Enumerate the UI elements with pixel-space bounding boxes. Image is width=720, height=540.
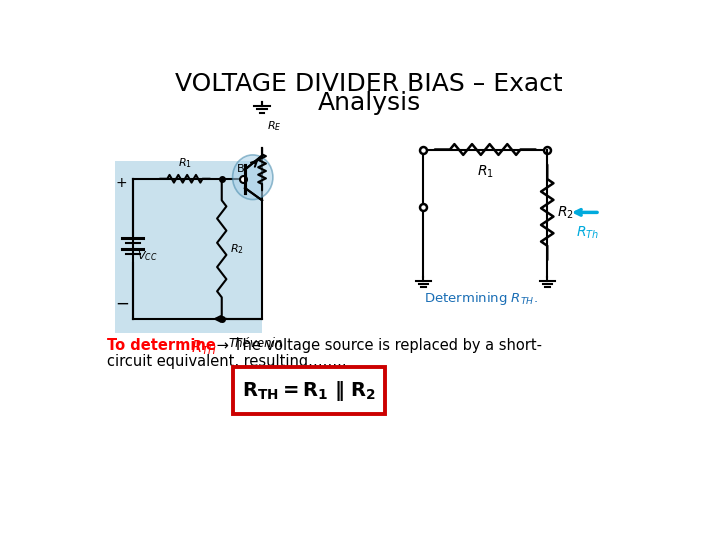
Text: $R_{TH}$: $R_{TH}$ [191,338,217,357]
Text: Thévenin: Thévenin [228,336,283,349]
Text: VOLTAGE DIVIDER BIAS – Exact: VOLTAGE DIVIDER BIAS – Exact [175,72,563,96]
Ellipse shape [233,155,273,200]
Text: To determine: To determine [107,338,221,353]
Text: → The voltage source is replaced by a short-: → The voltage source is replaced by a sh… [212,338,542,353]
Text: $R_1$: $R_1$ [178,156,192,170]
Text: −: − [114,294,129,313]
Text: Analysis: Analysis [318,91,420,116]
Text: $\mathbf{R_{TH} = R_1 \ \| \ R_2}$: $\mathbf{R_{TH} = R_1 \ \| \ R_2}$ [242,379,376,402]
Text: $R_{Th}$: $R_{Th}$ [576,225,599,241]
Text: $V_{CC}$: $V_{CC}$ [138,249,158,264]
Text: $R_1$: $R_1$ [477,164,494,180]
Text: +: + [116,176,127,190]
FancyBboxPatch shape [233,367,385,414]
Text: B: B [238,164,245,174]
Text: $R_2$: $R_2$ [230,242,243,256]
Text: $R_2$: $R_2$ [557,204,573,220]
Text: $R_E$: $R_E$ [267,119,282,133]
Bar [114,161,262,333]
Text: Determining $R_{TH}$.: Determining $R_{TH}$. [425,289,539,307]
Text: circuit equivalent, resulting……..: circuit equivalent, resulting…….. [107,354,346,368]
